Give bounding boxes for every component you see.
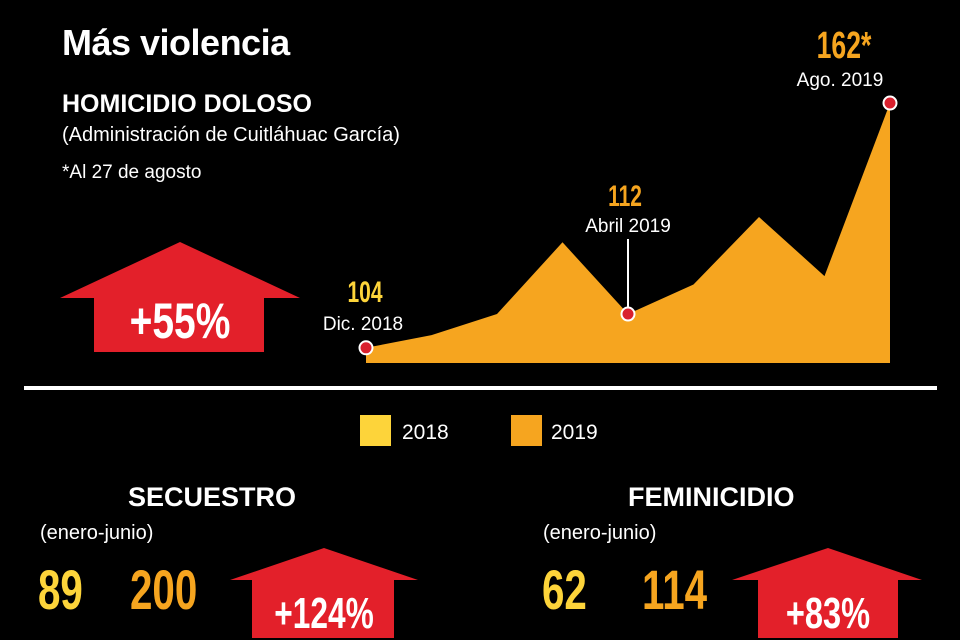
feminicidio-2018-value: 62 xyxy=(542,562,587,621)
date-footnote: *Al 27 de agosto xyxy=(62,162,202,183)
data-marker-2 xyxy=(882,95,898,111)
secuestro-2018-wrap: 89 xyxy=(38,562,118,622)
data-marker-0 xyxy=(358,340,374,356)
legend-swatch-2018 xyxy=(360,415,391,446)
value-label-abril: 112 xyxy=(608,181,642,213)
date-label-dic: Dic. 2018 xyxy=(323,314,403,335)
feminicidio-up-arrow-icon: +83% xyxy=(732,548,922,638)
secuestro-period: (enero-junio) xyxy=(40,522,154,544)
secuestro-2019-value: 200 xyxy=(130,562,198,621)
feminicidio-period: (enero-junio) xyxy=(543,522,657,544)
up-arrow-shape xyxy=(60,242,300,352)
data-marker-1 xyxy=(620,306,636,322)
legend-label-2019: 2019 xyxy=(551,421,598,444)
legend-swatch-2019 xyxy=(511,415,542,446)
homicidio-area-chart: 104 Dic. 2018 112 Abril 2019 162* Ago. 2… xyxy=(323,23,898,363)
feminicidio-change-label: +83% xyxy=(786,589,870,638)
infographic-title: Más violencia xyxy=(62,22,290,63)
chart-subtitle: HOMICIDIO DOLOSO xyxy=(62,90,312,118)
date-label-abril: Abril 2019 xyxy=(585,216,671,237)
feminicidio-arrow-shape xyxy=(732,548,922,638)
secuestro-2018-value: 89 xyxy=(38,562,83,621)
legend-label-2018: 2018 xyxy=(402,421,449,444)
administration-label: (Administración de Cuitláhuac García) xyxy=(62,124,400,146)
feminicidio-title: FEMINICIDIO xyxy=(628,482,795,512)
feminicidio-2019-value: 114 xyxy=(642,562,708,621)
section-divider xyxy=(24,386,937,390)
feminicidio-2019-wrap: 114 xyxy=(642,562,742,622)
area-series-2019 xyxy=(366,103,890,363)
homicidio-change-label: +55% xyxy=(130,292,231,349)
up-arrow-icon: +55% xyxy=(60,242,300,352)
secuestro-change-label: +124% xyxy=(274,589,374,638)
value-label-ago: 162* xyxy=(817,23,872,66)
secuestro-title: SECUESTRO xyxy=(128,482,297,512)
secuestro-up-arrow-icon: +124% xyxy=(230,548,418,638)
value-label-dic: 104 xyxy=(347,277,383,309)
secuestro-arrow-shape xyxy=(230,548,418,638)
feminicidio-2018-wrap: 62 xyxy=(542,562,622,622)
secuestro-2019-wrap: 200 xyxy=(130,562,230,622)
date-label-ago: Ago. 2019 xyxy=(797,70,884,91)
